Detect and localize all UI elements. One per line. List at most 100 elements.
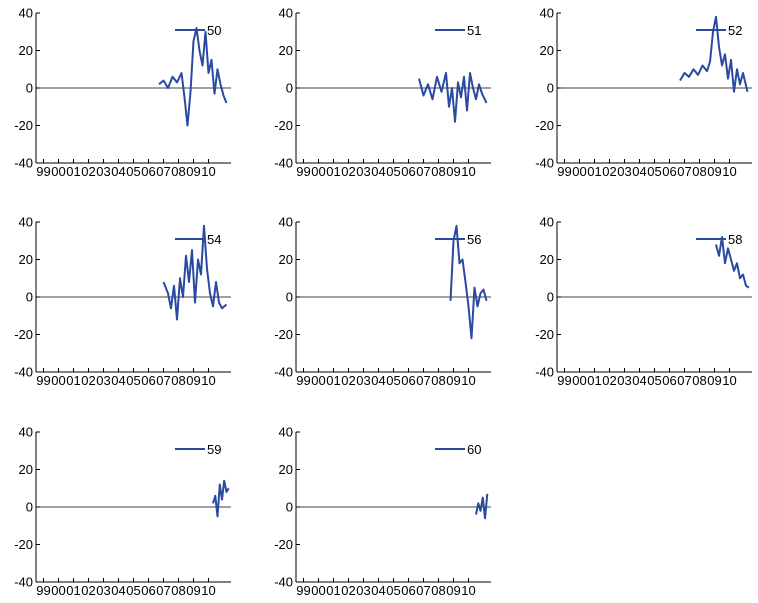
- legend-label: 51: [467, 23, 481, 38]
- x-tick-label: 03: [356, 583, 370, 598]
- y-tick-label: 40: [279, 215, 293, 230]
- legend-label: 54: [207, 232, 221, 247]
- x-tick-label: 00: [51, 164, 65, 179]
- x-tick-label: 00: [572, 164, 586, 179]
- y-tick-label: -20: [535, 327, 554, 342]
- x-tick-label: 05: [126, 164, 140, 179]
- x-tick-label: 09: [186, 164, 200, 179]
- legend-label: 52: [728, 23, 742, 38]
- x-tick-label: 08: [171, 373, 185, 388]
- series-line-52: [679, 15, 749, 93]
- x-tick-label: 02: [602, 164, 616, 179]
- y-tick-label: 0: [286, 290, 293, 305]
- legend-label: 59: [207, 442, 221, 457]
- x-tick-label: 09: [707, 164, 721, 179]
- x-tick-label: 00: [51, 373, 65, 388]
- series-line-54: [162, 224, 228, 321]
- y-tick-label: 40: [279, 6, 293, 21]
- panel-50: -40 -20 0 20 40 99 00 01 02 03 04 05 06 07 08 09 10 50: [14, 6, 231, 179]
- x-tick-label: 02: [81, 373, 95, 388]
- x-tick-label: 05: [386, 373, 400, 388]
- panel-60: -40 -20 0 20 40 99 00 01 02 03 04 05 06 07 08 09 10 60: [274, 425, 491, 598]
- x-tick-label: 02: [341, 583, 355, 598]
- x-tick-label: 05: [647, 164, 661, 179]
- x-tick-label: 01: [66, 583, 80, 598]
- x-tick-label: 06: [401, 583, 415, 598]
- panel-58: -40 -20 0 20 40 99 00 01 02 03 04 05 06 07 08 09 10 58: [535, 215, 752, 388]
- x-tick-label: 01: [326, 164, 340, 179]
- y-tick-label: 20: [279, 252, 293, 267]
- x-tick-label: 05: [647, 373, 661, 388]
- x-tick-label: 06: [662, 164, 676, 179]
- y-tick-label: 20: [279, 462, 293, 477]
- x-tick-label: 08: [431, 164, 445, 179]
- x-tick-label: 09: [186, 583, 200, 598]
- x-tick-label: 08: [171, 583, 185, 598]
- x-tick-label: 01: [326, 373, 340, 388]
- x-tick-label: 00: [311, 583, 325, 598]
- x-tick-label: 04: [111, 164, 125, 179]
- y-tick-label: 20: [540, 252, 554, 267]
- x-tick-label: 09: [186, 373, 200, 388]
- x-tick-label: 99: [36, 373, 50, 388]
- legend-label: 60: [467, 442, 481, 457]
- x-tick-label: 06: [141, 373, 155, 388]
- x-tick-label: 01: [587, 373, 601, 388]
- x-tick-label: 06: [401, 373, 415, 388]
- x-tick-label: 05: [386, 164, 400, 179]
- y-tick-label: -20: [14, 537, 33, 552]
- x-tick-label: 09: [446, 164, 460, 179]
- series-line-60: [475, 493, 489, 520]
- x-tick-label: 10: [722, 164, 736, 179]
- legend-label: 58: [728, 232, 742, 247]
- x-tick-label: 02: [341, 373, 355, 388]
- y-tick-label: 0: [286, 500, 293, 515]
- panel-52: -40 -20 0 20 40 99 00 01 02 03 04 05 06 07 08 09 10 52: [535, 6, 752, 179]
- y-tick-label: 40: [19, 215, 33, 230]
- x-tick-label: 04: [371, 164, 385, 179]
- x-tick-label: 06: [662, 373, 676, 388]
- y-tick-label: -20: [14, 327, 33, 342]
- x-tick-label: 00: [51, 583, 65, 598]
- x-tick-label: 04: [632, 373, 646, 388]
- x-tick-label: 08: [692, 373, 706, 388]
- x-tick-label: 03: [617, 373, 631, 388]
- x-tick-label: 09: [446, 373, 460, 388]
- x-tick-label: 99: [557, 164, 571, 179]
- series-line-51: [418, 72, 488, 123]
- x-tick-label: 05: [126, 583, 140, 598]
- series-line-58: [715, 236, 750, 289]
- x-tick-label: 08: [431, 583, 445, 598]
- y-tick-label: 20: [19, 462, 33, 477]
- x-tick-label: 00: [311, 373, 325, 388]
- x-tick-label: 06: [141, 164, 155, 179]
- panel-56: -40 -20 0 20 40 99 00 01 02 03 04 05 06 07 08 09 10 56: [274, 215, 491, 388]
- y-tick-label: 0: [547, 81, 554, 96]
- x-tick-label: 10: [201, 373, 215, 388]
- series-line-56: [449, 224, 488, 340]
- x-tick-label: 03: [96, 583, 110, 598]
- y-tick-label: 40: [19, 425, 33, 440]
- x-tick-label: 01: [326, 583, 340, 598]
- x-tick-label: 09: [446, 583, 460, 598]
- x-tick-label: 10: [201, 583, 215, 598]
- x-tick-label: 08: [692, 164, 706, 179]
- x-tick-label: 03: [356, 164, 370, 179]
- x-tick-label: 99: [296, 583, 310, 598]
- y-tick-label: -40: [14, 575, 33, 590]
- y-tick-label: 40: [279, 425, 293, 440]
- panel-59: -40 -20 0 20 40 99 00 01 02 03 04 05 06 07 08 09 10 59: [14, 425, 231, 598]
- y-tick-label: 0: [26, 290, 33, 305]
- y-tick-label: -40: [14, 156, 33, 171]
- y-tick-label: -20: [274, 327, 293, 342]
- y-tick-label: 0: [547, 290, 554, 305]
- x-tick-label: 02: [81, 164, 95, 179]
- x-tick-label: 02: [81, 583, 95, 598]
- x-tick-label: 07: [156, 583, 170, 598]
- y-tick-label: 40: [19, 6, 33, 21]
- x-tick-label: 00: [572, 373, 586, 388]
- y-tick-label: 20: [19, 43, 33, 58]
- panel-54: -40 -20 0 20 40 99 00 01 02 03 04 05 06 07 08 09 10 54: [14, 215, 231, 388]
- x-tick-label: 99: [296, 164, 310, 179]
- x-tick-label: 07: [677, 373, 691, 388]
